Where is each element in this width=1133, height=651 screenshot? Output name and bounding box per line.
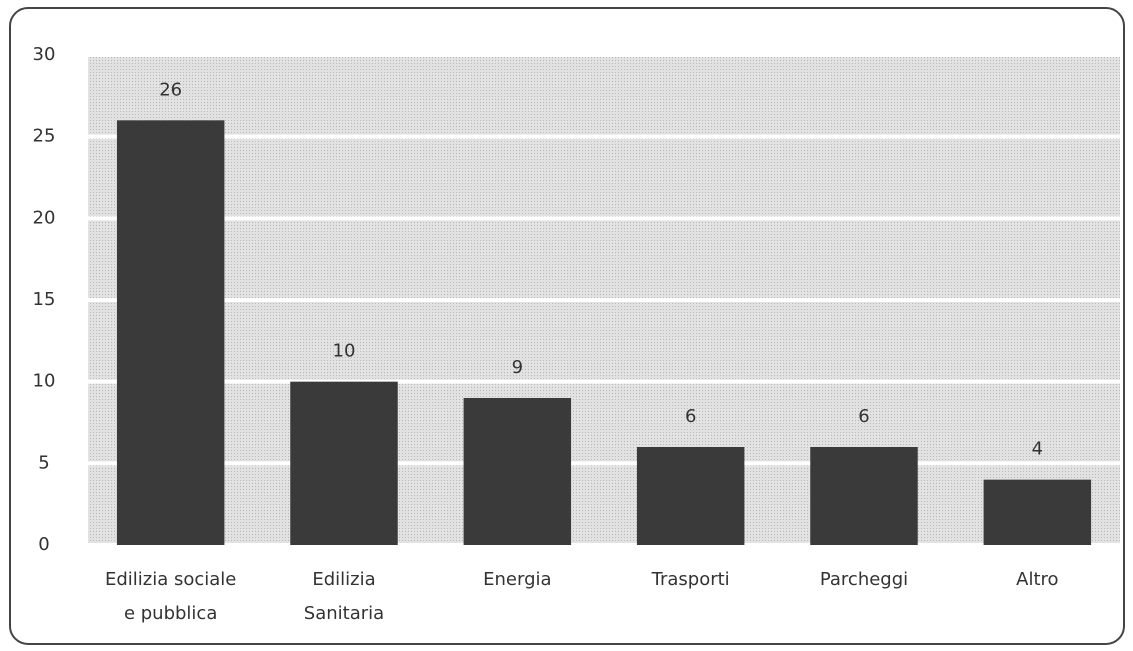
x-tick-label: Sanitaria: [304, 603, 384, 624]
y-tick-label: 20: [33, 207, 56, 228]
x-tick-label: Trasporti: [651, 569, 730, 590]
y-tick-label: 30: [33, 44, 56, 65]
bar: [636, 447, 745, 545]
y-tick-label: 5: [38, 452, 49, 473]
x-tick-label: Altro: [1016, 569, 1058, 590]
data-label: 10: [333, 341, 356, 362]
bar: [116, 120, 225, 545]
bar: [290, 381, 398, 545]
x-tick-label: Edilizia: [312, 569, 375, 590]
x-tick-label: Parcheggi: [820, 569, 908, 590]
data-label: 6: [858, 406, 869, 427]
x-tick-label: Energia: [483, 569, 551, 590]
x-tick-label: Edilizia sociale: [105, 569, 236, 590]
data-label: 26: [159, 79, 182, 100]
bar: [463, 398, 572, 545]
data-label: 4: [1032, 439, 1043, 460]
y-tick-label: 10: [33, 371, 56, 392]
y-tick-label: 25: [33, 126, 56, 147]
data-label: 9: [512, 357, 523, 378]
y-tick-label: 0: [38, 534, 49, 555]
frame: [9, 7, 1125, 645]
x-tick-label: e pubblica: [124, 603, 217, 624]
data-label: 6: [685, 406, 696, 427]
bar: [810, 447, 918, 545]
bar: [983, 479, 1092, 545]
y-tick-label: 15: [33, 289, 56, 310]
